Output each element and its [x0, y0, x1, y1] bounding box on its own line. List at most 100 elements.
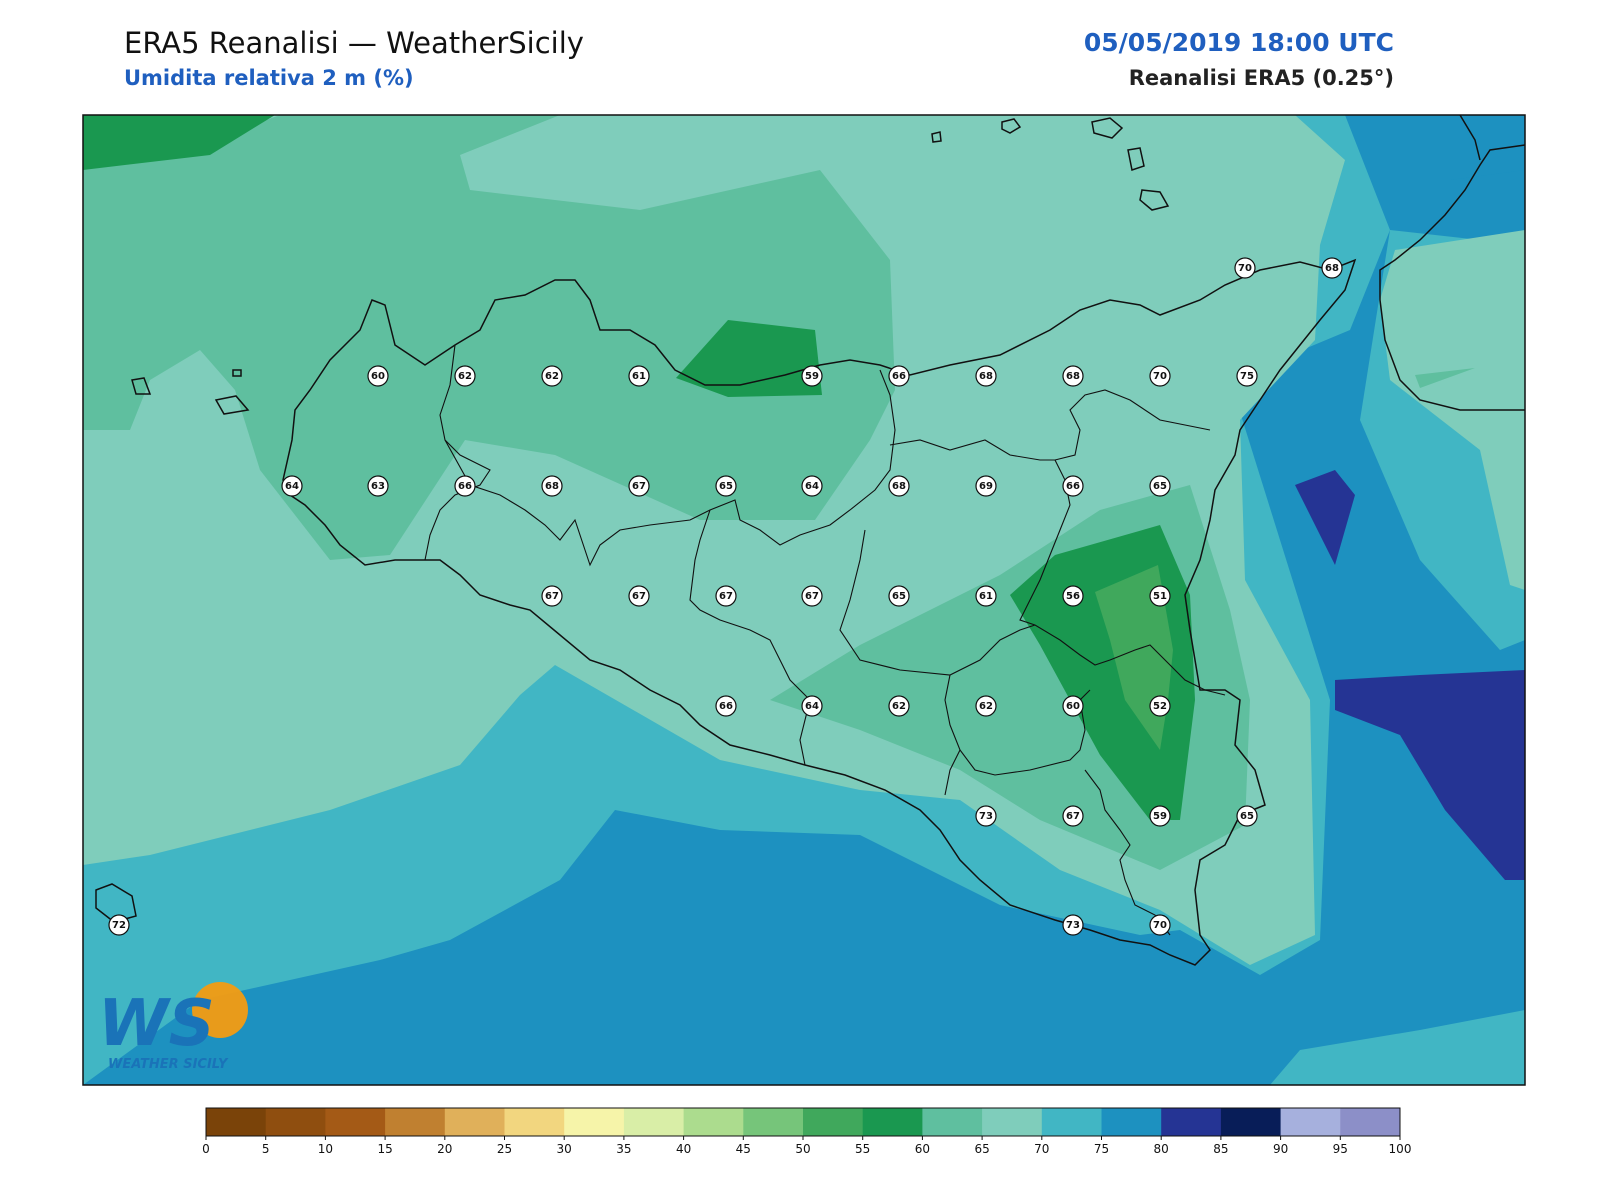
station-marker: 68 [1321, 257, 1343, 279]
field-55-60-north [676, 320, 822, 397]
station-marker: 64 [281, 475, 303, 497]
station-value: 73 [1066, 920, 1080, 931]
station-value: 70 [1153, 371, 1167, 382]
colorbar-tick-label: 100 [1389, 1142, 1412, 1156]
border-ragusa [944, 749, 961, 796]
station-circle [1234, 257, 1256, 279]
station-circle [1062, 365, 1084, 387]
station-circle [888, 695, 910, 717]
colorbar-swatch [1280, 1108, 1341, 1136]
station-value: 66 [458, 481, 472, 492]
station-marker: 64 [801, 475, 823, 497]
station-value: 65 [1153, 481, 1167, 492]
station-circle [1149, 695, 1171, 717]
field-80-85-southeast [1335, 670, 1525, 880]
station-value: 56 [1066, 591, 1080, 602]
station-value: 67 [632, 591, 646, 602]
colorbar-tick-label: 95 [1333, 1142, 1348, 1156]
station-circle [367, 365, 389, 387]
station-marker: 68 [888, 475, 910, 497]
field-60-65 [83, 115, 895, 560]
station-value: 73 [979, 811, 993, 822]
station-marker: 62 [975, 695, 997, 717]
station-circle [801, 365, 823, 387]
station-circle [1236, 805, 1258, 827]
station-circle [801, 695, 823, 717]
station-marker: 60 [367, 365, 389, 387]
station-value: 60 [1066, 701, 1080, 712]
station-value: 64 [285, 481, 299, 492]
station-circle [975, 805, 997, 827]
calabria-east-coast [1459, 115, 1481, 161]
valid-datetime: 05/05/2019 18:00 UTC [1083, 28, 1394, 57]
station-circle [1062, 695, 1084, 717]
border-trapani-palermo [424, 344, 491, 561]
colorbar-swatch [325, 1108, 386, 1136]
colorbar-tick-label: 25 [497, 1142, 512, 1156]
station-marker: 73 [975, 805, 997, 827]
logo-caption: WEATHER SICILY [108, 1057, 229, 1072]
station-markers: 70 68 60 62 62 61 59 66 68 68 70 75 64 63 66 68 67 65 64 68… [108, 257, 1343, 936]
station-circle [1149, 805, 1171, 827]
map-subtitle: Umidita relativa 2 m (%) [124, 66, 414, 90]
colorbar-tick-label: 30 [557, 1142, 572, 1156]
colorbar-swatch [504, 1108, 565, 1136]
station-marker: 59 [1149, 805, 1171, 827]
station-value: 60 [371, 371, 385, 382]
station-marker: 56 [1062, 585, 1084, 607]
colorbar-swatch [1220, 1108, 1282, 1136]
station-circle [1149, 365, 1171, 387]
station-circle [1149, 585, 1171, 607]
station-marker: 52 [1149, 695, 1171, 717]
station-circle [1149, 475, 1171, 497]
station-marker: 60 [1062, 695, 1084, 717]
border-enna [889, 389, 1211, 461]
station-circle [454, 475, 476, 497]
field-70-75-bottom [1270, 1010, 1525, 1085]
field-80-85-ionian [1295, 470, 1355, 565]
colorbar-tick-label: 55 [855, 1142, 870, 1156]
station-value: 67 [805, 591, 819, 602]
station-marker: 67 [628, 475, 650, 497]
station-value: 63 [371, 481, 385, 492]
station-marker: 62 [454, 365, 476, 387]
station-circle [975, 365, 997, 387]
colorbar-tick-label: 20 [437, 1142, 452, 1156]
weathersicily-logo: WS WEATHER SICILY [98, 982, 248, 1072]
station-value: 65 [1240, 811, 1254, 822]
station-circle [888, 365, 910, 387]
colorbar-swatch [1161, 1108, 1222, 1136]
station-value: 66 [892, 371, 906, 382]
field-65-70-east [1380, 230, 1525, 590]
logo-sun [192, 982, 248, 1038]
station-marker: 70 [1234, 257, 1256, 279]
sicily-coastline [282, 258, 1357, 966]
station-value: 67 [545, 591, 559, 602]
calabria-coastline [1379, 144, 1525, 411]
colorbar-tick-label: 0 [202, 1142, 210, 1156]
station-circle [628, 365, 650, 387]
station-marker: 72 [108, 914, 130, 936]
station-circle [628, 585, 650, 607]
station-value: 62 [458, 371, 472, 382]
station-marker: 66 [888, 365, 910, 387]
station-circle [715, 475, 737, 497]
station-marker: 63 [367, 475, 389, 497]
border-enna-south [839, 529, 1036, 676]
station-marker: 70 [1149, 365, 1171, 387]
colorbar-swatch [206, 1108, 267, 1136]
border-siracusa [1084, 769, 1171, 936]
border-catania [1019, 459, 1226, 696]
station-circle [108, 914, 130, 936]
colorbar-tick-label: 80 [1154, 1142, 1169, 1156]
station-value: 59 [805, 371, 819, 382]
station-circle [281, 475, 303, 497]
station-marker: 65 [1236, 805, 1258, 827]
field-55-60-nw [83, 115, 275, 170]
station-circle [1062, 585, 1084, 607]
station-marker: 68 [975, 365, 997, 387]
station-value: 64 [805, 481, 819, 492]
station-marker: 62 [888, 695, 910, 717]
station-circle [541, 365, 563, 387]
station-marker: 66 [715, 695, 737, 717]
